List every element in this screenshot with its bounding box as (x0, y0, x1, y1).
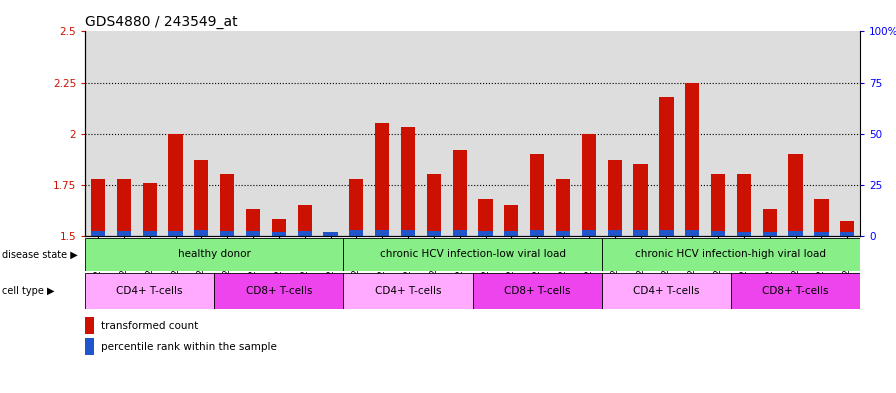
Bar (349, 178, 364, 236)
Text: CD8+ T-cells: CD8+ T-cells (504, 286, 571, 296)
Text: CD8+ T-cells: CD8+ T-cells (762, 286, 829, 296)
Bar (711, 174, 725, 236)
Bar (478, 231, 493, 236)
Text: percentile rank within the sample: percentile rank within the sample (101, 342, 277, 352)
Bar (142, 183, 157, 236)
Text: cell type ▶: cell type ▶ (2, 286, 55, 296)
Bar (788, 154, 803, 236)
Bar (85, 338, 94, 355)
Text: healthy donor: healthy donor (177, 250, 251, 259)
Bar (840, 232, 855, 236)
Bar (602, 238, 860, 271)
Bar (194, 160, 209, 236)
Bar (116, 231, 131, 236)
Text: chronic HCV infection-low viral load: chronic HCV infection-low viral load (380, 250, 565, 259)
Text: transformed count: transformed count (101, 321, 198, 331)
Bar (452, 150, 467, 236)
Text: disease state ▶: disease state ▶ (2, 250, 78, 259)
Bar (426, 231, 441, 236)
Bar (246, 209, 260, 236)
Bar (297, 231, 312, 236)
Bar (85, 317, 94, 334)
Bar (788, 231, 803, 236)
Bar (762, 209, 777, 236)
Bar (323, 236, 338, 266)
Bar (343, 273, 473, 309)
Bar (607, 160, 622, 236)
Bar (85, 273, 214, 309)
Bar (633, 230, 648, 236)
Bar (168, 231, 183, 236)
Text: CD8+ T-cells: CD8+ T-cells (246, 286, 312, 296)
Bar (582, 230, 596, 236)
Bar (685, 83, 700, 236)
Bar (246, 231, 260, 236)
Bar (323, 232, 338, 236)
Bar (556, 178, 570, 236)
Bar (452, 230, 467, 236)
Bar (659, 97, 674, 236)
Bar (582, 134, 596, 236)
Bar (343, 238, 602, 271)
Bar (375, 230, 390, 236)
Text: CD4+ T-cells: CD4+ T-cells (633, 286, 700, 296)
Bar (271, 232, 286, 236)
Bar (602, 273, 731, 309)
Bar (401, 127, 415, 236)
Bar (220, 174, 235, 236)
Bar (504, 231, 519, 236)
Bar (401, 230, 415, 236)
Bar (530, 230, 545, 236)
Bar (349, 230, 364, 236)
Bar (168, 134, 183, 236)
Bar (685, 230, 700, 236)
Bar (762, 232, 777, 236)
Bar (85, 238, 343, 271)
Bar (426, 174, 441, 236)
Text: CD4+ T-cells: CD4+ T-cells (375, 286, 442, 296)
Bar (737, 232, 751, 236)
Bar (142, 231, 157, 236)
Bar (659, 230, 674, 236)
Text: GDS4880 / 243549_at: GDS4880 / 243549_at (85, 15, 237, 29)
Bar (731, 273, 860, 309)
Bar (220, 231, 235, 236)
Bar (814, 232, 829, 236)
Bar (607, 230, 622, 236)
Bar (375, 123, 390, 236)
Bar (478, 199, 493, 236)
Bar (504, 205, 519, 236)
Bar (271, 219, 286, 236)
Text: CD4+ T-cells: CD4+ T-cells (116, 286, 183, 296)
Bar (90, 178, 105, 236)
Bar (194, 230, 209, 236)
Bar (116, 178, 131, 236)
Bar (711, 231, 725, 236)
Bar (556, 231, 570, 236)
Bar (814, 199, 829, 236)
Bar (90, 231, 105, 236)
Bar (473, 273, 602, 309)
Bar (530, 154, 545, 236)
Bar (737, 174, 751, 236)
Text: chronic HCV infection-high viral load: chronic HCV infection-high viral load (635, 250, 826, 259)
Bar (297, 205, 312, 236)
Bar (633, 164, 648, 236)
Bar (840, 222, 855, 236)
Bar (214, 273, 343, 309)
